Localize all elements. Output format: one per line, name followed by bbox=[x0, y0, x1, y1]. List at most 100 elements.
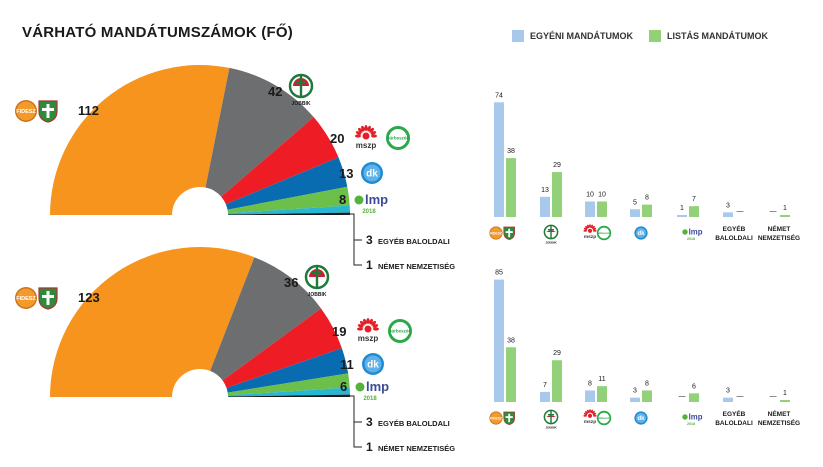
legend-item-list: LISTÁS MANDÁTUMOK bbox=[649, 30, 768, 42]
parbeszed-logo-icon: párbeszéd bbox=[386, 126, 410, 150]
svg-text:párbeszéd: párbeszéd bbox=[597, 416, 611, 420]
bar-jobbik-individual bbox=[540, 391, 550, 402]
bar-jobbik-individual bbox=[540, 196, 550, 217]
bar-label-dk-individual: 5 bbox=[633, 199, 637, 206]
svg-text:dk: dk bbox=[366, 169, 378, 180]
bar-label-german-list: 1 bbox=[783, 390, 787, 397]
jobbik-logo-icon: JOBBIK bbox=[543, 409, 559, 429]
mszp-logo-icon: mszp bbox=[355, 125, 377, 150]
value-label-fidesz: 123 bbox=[78, 290, 100, 305]
svg-text:JOBBIK: JOBBIK bbox=[292, 101, 311, 107]
slice-mszp bbox=[221, 117, 339, 205]
dk-logo-icon: dk bbox=[634, 226, 648, 240]
leader-line-german bbox=[353, 422, 362, 448]
mszp-logo-icon: mszp bbox=[583, 224, 597, 240]
bar-jobbik-list bbox=[552, 172, 562, 217]
bar-mszp-individual bbox=[585, 201, 595, 217]
bar-lmp-individual bbox=[677, 215, 687, 217]
bar-label-dk-list: 8 bbox=[645, 380, 649, 387]
value-label-mszp: 20 bbox=[330, 131, 344, 146]
bar-label-dk-list: 8 bbox=[645, 195, 649, 202]
bar-category-german-line2: NEMZETISÉG bbox=[758, 418, 800, 427]
bar-fidesz-individual bbox=[494, 102, 504, 217]
mszp-logo-icon: mszp bbox=[357, 318, 379, 343]
slice-lmp bbox=[227, 186, 350, 214]
slice-mszp bbox=[222, 308, 342, 388]
bar-label-fidesz-list: 38 bbox=[507, 148, 515, 155]
svg-text:FIDESZ: FIDESZ bbox=[16, 109, 36, 115]
leader-line-other bbox=[342, 395, 362, 423]
jobbik-logo-icon: JOBBIK bbox=[543, 224, 559, 244]
svg-text:JOBBIK: JOBBIK bbox=[545, 425, 557, 429]
bar-other-individual bbox=[723, 212, 733, 217]
legend-item-individual: EGYÉNI MANDÁTUMOK bbox=[512, 30, 633, 42]
bar-label-jobbik-list: 29 bbox=[553, 162, 561, 169]
leader-line-other bbox=[342, 213, 362, 241]
bar-label-other-individual: 3 bbox=[726, 202, 730, 209]
svg-text:2018: 2018 bbox=[362, 209, 376, 215]
legend-label-individual: EGYÉNI MANDÁTUMOK bbox=[530, 31, 633, 41]
bar-label-german-list: 1 bbox=[783, 205, 787, 212]
svg-text:2018: 2018 bbox=[687, 422, 695, 426]
svg-text:JOBBIK: JOBBIK bbox=[545, 240, 557, 244]
bar-dk-list bbox=[642, 390, 652, 402]
slice-jobbik bbox=[210, 257, 322, 381]
bar-mszp-individual bbox=[585, 390, 595, 402]
value-label-mszp: 19 bbox=[332, 324, 346, 339]
category-label-other: EGYÉB BALOLDALI bbox=[378, 237, 450, 246]
bar-mszp-list bbox=[597, 201, 607, 217]
svg-text:JOBBIK: JOBBIK bbox=[308, 292, 327, 298]
legend-swatch-list bbox=[649, 30, 661, 42]
value-label-jobbik: 36 bbox=[284, 275, 298, 290]
leader-line-german bbox=[353, 240, 362, 266]
bar-dk-list bbox=[642, 204, 652, 217]
bar-label-dk-individual: 3 bbox=[633, 388, 637, 395]
category-label-other: EGYÉB BALOLDALI bbox=[378, 419, 450, 428]
bar-dk-individual bbox=[630, 397, 640, 402]
parbeszed-logo-icon: párbeszéd bbox=[388, 319, 412, 343]
bar-label-lmp-list: 6 bbox=[692, 383, 696, 390]
slice-other bbox=[227, 205, 350, 215]
svg-text:párbeszéd: párbeszéd bbox=[387, 136, 410, 141]
bar-jobbik-list bbox=[552, 360, 562, 402]
bar-lmp-list bbox=[689, 393, 699, 402]
value-label-other: 3 bbox=[366, 415, 373, 429]
svg-text:mszp: mszp bbox=[584, 420, 596, 425]
mszp-logo-icon: mszp bbox=[583, 409, 597, 425]
bar-label-other-individual: 3 bbox=[726, 388, 730, 395]
value-label-fidesz: 112 bbox=[78, 103, 99, 118]
bar-category-german-line1: NÉMET bbox=[768, 409, 791, 418]
bar-lmp-list bbox=[689, 206, 699, 217]
category-label-german: NÉMET NEMZETISÉG bbox=[378, 444, 455, 453]
bar-label-lmp-individual: — bbox=[679, 393, 686, 400]
value-label-jobbik: 42 bbox=[268, 84, 282, 99]
fidesz-logo-icon: FIDESZ bbox=[15, 287, 58, 310]
svg-text:mszp: mszp bbox=[358, 334, 379, 343]
jobbik-logo-icon: JOBBIK bbox=[288, 73, 314, 107]
slice-german bbox=[227, 212, 350, 215]
slice-german bbox=[227, 394, 350, 397]
slice-dk bbox=[226, 348, 349, 393]
bar-label-mszp-list: 11 bbox=[598, 376, 605, 383]
value-label-german: 1 bbox=[366, 258, 373, 272]
bar-fidesz-list bbox=[506, 158, 516, 217]
bar-category-other-line2: BALOLDALI bbox=[715, 235, 753, 242]
bar-label-mszp-individual: 10 bbox=[586, 192, 594, 199]
svg-text:2018: 2018 bbox=[363, 396, 377, 402]
svg-text:lmp: lmp bbox=[366, 379, 389, 394]
jobbik-logo-icon: JOBBIK bbox=[304, 264, 330, 298]
bar-label-jobbik-individual: 13 bbox=[541, 187, 549, 194]
bar-label-mszp-list: 10 bbox=[598, 192, 606, 199]
bar-chart-b: 8538FIDESZ729JOBBIK811mszppárbeszéd38dk—… bbox=[489, 270, 800, 429]
value-label-other: 3 bbox=[366, 233, 373, 247]
svg-text:mszp: mszp bbox=[584, 235, 596, 240]
slice-dk bbox=[225, 157, 348, 210]
svg-text:dk: dk bbox=[367, 360, 379, 371]
bar-category-other-line1: EGYÉB bbox=[723, 409, 746, 418]
svg-text:párbeszéd: párbeszéd bbox=[389, 329, 412, 334]
